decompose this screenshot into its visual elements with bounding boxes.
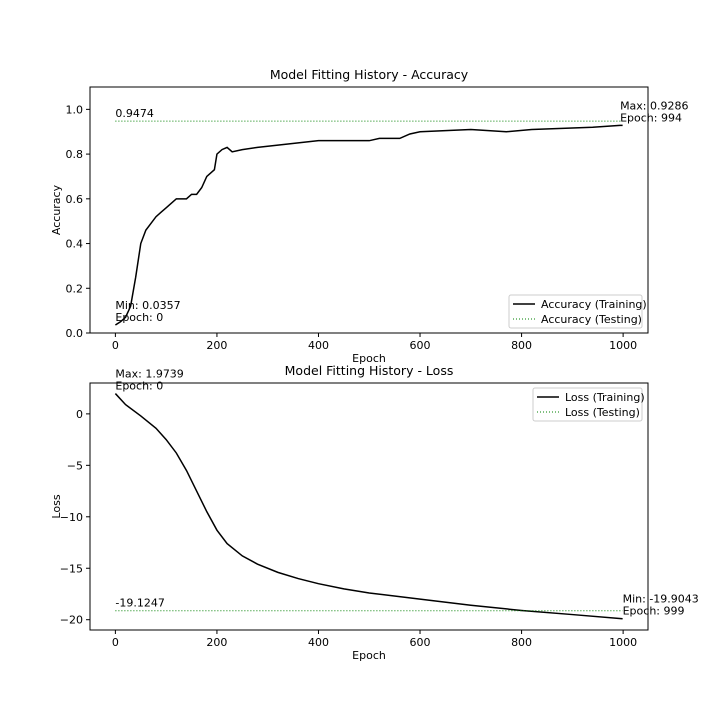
y-tick-label: −20	[60, 614, 83, 627]
y-tick-label: 0.0	[66, 327, 84, 340]
y-tick-label: 0.6	[66, 193, 84, 206]
chart-title: Model Fitting History - Accuracy	[270, 67, 469, 82]
y-tick-label: −15	[60, 562, 83, 575]
y-tick-label: 1.0	[66, 103, 84, 116]
series-line	[114, 124, 623, 326]
plot-frame	[89, 86, 649, 334]
annotation: Min: -19.9043	[623, 593, 699, 606]
annotation: Epoch: 0	[115, 380, 163, 393]
x-tick-label: 200	[206, 339, 227, 352]
annotation: Min: 0.0357	[115, 299, 180, 312]
legend-box	[508, 294, 643, 329]
x-tick-label: 200	[206, 636, 227, 649]
x-tick-label: 400	[308, 339, 329, 352]
x-tick-label: 800	[511, 339, 532, 352]
x-tick-label: 1000	[609, 339, 637, 352]
y-tick-label: −10	[60, 511, 83, 524]
x-axis-label: Epoch	[352, 649, 386, 662]
legend-box	[532, 387, 643, 422]
annotation: Max: 0.9286	[620, 99, 688, 112]
x-tick-label: 600	[410, 339, 431, 352]
y-axis-label: Accuracy	[50, 184, 63, 235]
plot-frame	[89, 382, 649, 631]
legend-label: Loss (Testing)	[565, 406, 640, 419]
chart-title: Model Fitting History - Loss	[285, 363, 454, 378]
y-tick-label: −5	[67, 459, 83, 472]
y-axis-label: Loss	[50, 494, 63, 518]
x-tick-label: 600	[410, 636, 431, 649]
y-tick-label: 0.2	[66, 282, 84, 295]
x-tick-label: 400	[308, 636, 329, 649]
x-axis-label: Epoch	[352, 352, 386, 365]
y-tick-label: 0.4	[66, 238, 84, 251]
annotation: Epoch: 0	[115, 311, 163, 324]
x-tick-label: 800	[511, 636, 532, 649]
series-line	[114, 393, 623, 620]
annotation: -19.1247	[115, 597, 164, 610]
legend-label: Loss (Training)	[565, 391, 645, 404]
y-tick-label: 0.8	[66, 148, 84, 161]
legend-label: Accuracy (Testing)	[541, 313, 642, 326]
legend-label: Accuracy (Training)	[541, 298, 647, 311]
annotation: 0.9474	[115, 107, 154, 120]
x-tick-label: 0	[112, 339, 119, 352]
annotation: Epoch: 994	[620, 111, 682, 124]
x-tick-label: 1000	[609, 636, 637, 649]
annotation: Max: 1.9739	[115, 368, 183, 381]
y-tick-label: 0	[76, 408, 83, 421]
annotation: Epoch: 999	[623, 605, 685, 618]
x-tick-label: 0	[112, 636, 119, 649]
